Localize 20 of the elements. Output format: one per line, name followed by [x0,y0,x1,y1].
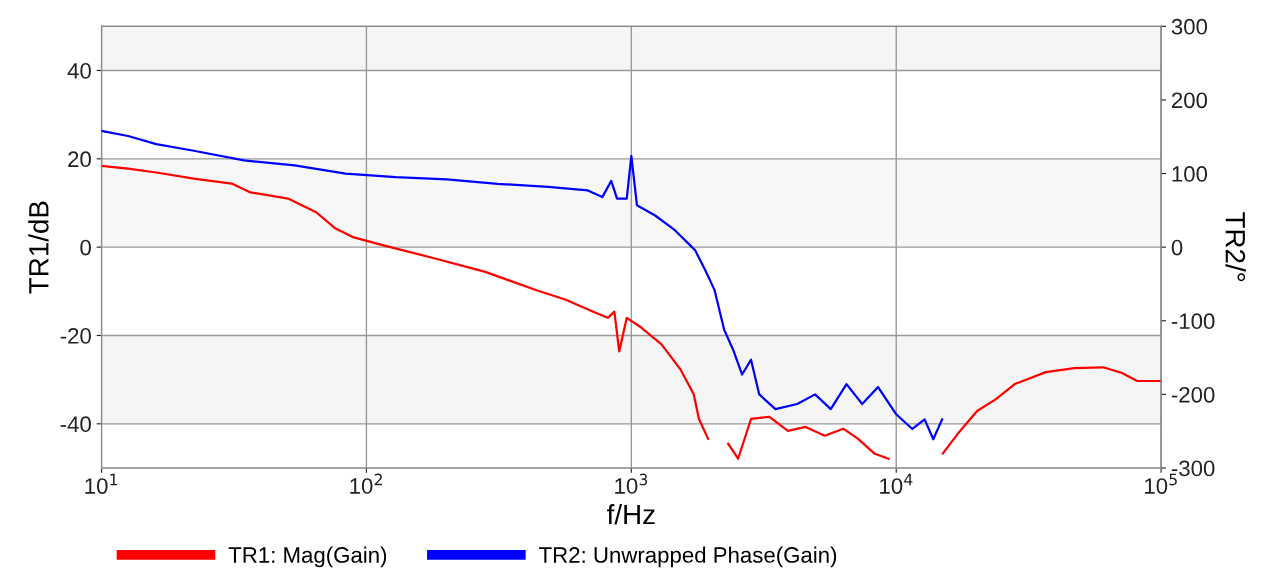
x-axis-title: f/Hz [607,503,655,525]
y-axis-title: TR1/dB [28,201,49,294]
x-tick-label: 10$^{1}$ [85,473,118,494]
x-tick-label: 10$^{3}$ [615,473,648,494]
y2-tick-label: -100 [1171,313,1215,330]
y2-tick-label: 0 [1171,239,1183,256]
y2-tick-label: -200 [1171,386,1215,403]
y-tick-label: 40 [67,63,91,79]
y-tick-label: 0 [80,239,91,256]
y2-tick-label: 300 [1171,18,1208,35]
legend-label: TR1: Mag(Gain) [228,546,387,568]
y-tick-label: -40 [60,416,91,433]
x-tick-label: 10$^{2}$ [350,473,382,494]
y-tick-label: 20 [68,151,91,168]
y-tick-label: -20 [60,328,91,344]
x-tick-label: 10$^{4}$ [880,473,913,494]
y2-tick-label: 100 [1172,166,1208,182]
y2-tick-label: 200 [1171,92,1208,109]
legend-label: TR2: Unwrapped Phase(Gain) [539,546,837,568]
y2-axis-title: TR2/° [1225,212,1246,282]
